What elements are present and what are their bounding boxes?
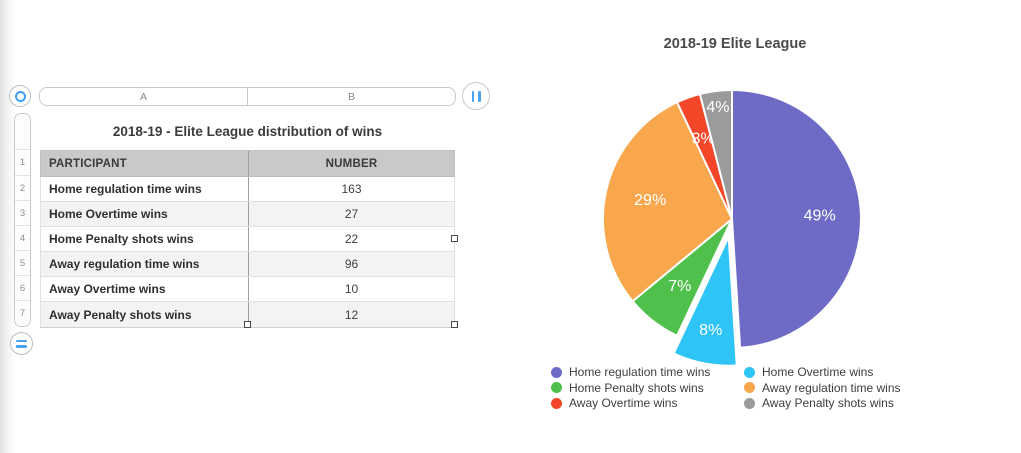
pie-percent-label: 8% <box>699 322 722 339</box>
cell-participant[interactable]: Home regulation time wins <box>41 177 249 201</box>
table-resize-handle-corner[interactable] <box>451 321 458 328</box>
legend-label: Away regulation time wins <box>762 380 901 395</box>
cell-number[interactable]: 22 <box>344 232 359 246</box>
table-row: Away Penalty shots wins 12 <box>41 302 454 327</box>
table-title[interactable]: 2018-19 - Elite League distribution of w… <box>112 124 383 139</box>
cell-participant[interactable]: Away regulation time wins <box>41 252 249 276</box>
cell-number[interactable]: 163 <box>341 182 362 196</box>
row-number-2[interactable]: 2 <box>15 176 30 201</box>
pie-slice-home-overtime-wins[interactable] <box>672 235 738 367</box>
legend-dot-icon <box>551 382 562 393</box>
header-cell-number[interactable]: NUMBER <box>325 157 378 170</box>
legend-dot-icon <box>744 397 755 409</box>
pie-percent-label: 7% <box>668 278 691 295</box>
column-header-b[interactable]: B <box>347 90 355 103</box>
legend-dot-icon <box>551 366 562 378</box>
legend-item[interactable]: Home regulation time wins <box>551 365 711 379</box>
cell-number[interactable]: 27 <box>344 207 359 221</box>
table-resize-handle-right[interactable] <box>451 235 458 242</box>
table-row: Home Penalty shots wins 22 <box>41 227 454 252</box>
legend-item[interactable]: Home Penalty shots wins <box>551 380 710 395</box>
table-resize-handle-bottom[interactable] <box>244 321 251 328</box>
legend-label: Home Penalty shots wins <box>569 380 704 395</box>
legend-dot-icon <box>744 382 755 393</box>
row-strip-title-spacer <box>15 114 30 150</box>
pie-percent-label: 4% <box>706 99 729 116</box>
row-number-1[interactable]: 1 <box>15 150 30 176</box>
legend-item[interactable]: Away Overtime wins <box>551 396 710 410</box>
header-cell-participant[interactable]: PARTICIPANT <box>41 151 249 176</box>
pie-percent-label: 49% <box>804 208 836 225</box>
legend-label: Home Overtime wins <box>762 365 874 379</box>
chart-legend-column-1[interactable]: Home regulation time wins Home Penalty sh… <box>551 365 711 410</box>
cell-number[interactable]: 96 <box>344 257 359 271</box>
double-horizontal-bars-icon <box>16 345 27 348</box>
table-body: Home regulation time wins 163 Home Overtim… <box>40 177 455 328</box>
pie-chart[interactable]: 49% 8% 7% 29% 3% 4% <box>540 80 930 380</box>
column-header-bar: A B <box>39 87 456 106</box>
table-row: Home regulation time wins 163 <box>41 177 454 202</box>
table-row: Away Overtime wins 10 <box>41 277 454 302</box>
chart-title: 2018-19 Elite League <box>663 36 807 52</box>
pie-slice-away-penalty-shots-wins[interactable] <box>698 89 733 220</box>
cell-participant[interactable]: Home Overtime wins <box>41 202 249 226</box>
legend-label: Away Overtime wins <box>569 396 678 410</box>
column-header-a[interactable]: A <box>40 88 248 105</box>
legend-item[interactable]: Home Overtime wins <box>744 365 901 379</box>
legend-item[interactable]: Away regulation time wins <box>744 380 901 395</box>
circle-outline-icon <box>14 90 26 102</box>
row-number-7[interactable]: 7 <box>19 308 26 319</box>
legend-label: Home regulation time wins <box>569 365 711 379</box>
legend-dot-icon <box>744 366 755 378</box>
cell-number[interactable]: 10 <box>344 282 359 296</box>
cell-number[interactable]: 12 <box>344 307 359 322</box>
row-number-6[interactable]: 6 <box>15 276 30 301</box>
pie-percent-label: 29% <box>634 192 666 209</box>
pie-slice-home-regulation-time-wins[interactable] <box>731 89 862 349</box>
double-vertical-bars-icon <box>478 90 481 102</box>
pie-percent-label: 3% <box>692 130 715 147</box>
table-select-all-button[interactable] <box>9 85 31 107</box>
table-header-row: PARTICIPANT NUMBER <box>40 150 455 177</box>
chart-legend-column-2[interactable]: Home Overtime wins Away regulation time w… <box>744 365 901 410</box>
wins-table: 2018-19 - Elite League distribution of w… <box>40 113 455 328</box>
row-number-5[interactable]: 5 <box>15 251 30 276</box>
cell-participant[interactable]: Away Penalty shots wins <box>41 302 249 327</box>
legend-dot-icon <box>551 397 562 409</box>
row-number-4[interactable]: 4 <box>15 226 30 251</box>
table-menu-button[interactable] <box>10 332 33 355</box>
double-horizontal-bars-icon <box>16 339 27 342</box>
table-row: Away regulation time wins 96 <box>41 252 454 277</box>
table-row: Home Overtime wins 27 <box>41 202 454 227</box>
legend-label: Away Penalty shots wins <box>762 396 894 410</box>
double-vertical-bars-icon <box>471 90 474 102</box>
cell-participant[interactable]: Home Penalty shots wins <box>41 227 249 251</box>
row-number-3[interactable]: 3 <box>15 201 30 226</box>
cell-participant[interactable]: Away Overtime wins <box>41 277 249 301</box>
legend-item[interactable]: Away Penalty shots wins <box>744 396 901 410</box>
column-controls-button[interactable] <box>462 82 490 110</box>
